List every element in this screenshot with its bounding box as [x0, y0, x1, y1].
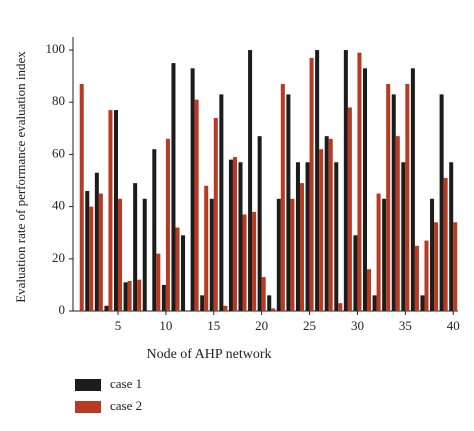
- bar: [434, 222, 439, 311]
- legend-label: case 2: [110, 398, 142, 413]
- bar: [261, 277, 266, 311]
- x-tick-label: 10: [159, 318, 172, 333]
- bar: [238, 162, 243, 311]
- bar: [334, 162, 339, 311]
- bar: [165, 138, 170, 311]
- bar: [104, 305, 109, 311]
- bar: [315, 50, 320, 312]
- legend-swatch: [75, 379, 101, 391]
- bar: [89, 206, 94, 311]
- bar: [362, 68, 368, 311]
- legend-swatch: [75, 401, 101, 413]
- x-tick-label: 15: [207, 318, 220, 333]
- bar: [181, 235, 186, 311]
- legend-label: case 1: [110, 376, 142, 391]
- bar: [257, 136, 262, 311]
- bar: [453, 222, 458, 311]
- bar: [156, 253, 161, 311]
- bar: [386, 83, 391, 311]
- bar: [443, 177, 448, 311]
- bar: [219, 94, 224, 312]
- bar: [449, 162, 454, 311]
- bar: [152, 149, 157, 311]
- bar: [123, 282, 128, 311]
- bar: [424, 240, 429, 311]
- bar: [401, 162, 406, 311]
- bar: [267, 295, 272, 311]
- bar: [171, 63, 176, 311]
- bar: [248, 50, 253, 312]
- bar: [343, 50, 348, 312]
- bar: [319, 149, 324, 311]
- bar: [242, 214, 247, 311]
- bar: [252, 211, 257, 311]
- bar: [190, 68, 195, 311]
- y-tick-label: 0: [59, 302, 66, 317]
- x-tick-label: 5: [115, 318, 122, 333]
- bar: [405, 83, 410, 311]
- bar: [137, 279, 142, 311]
- bar: [142, 198, 147, 311]
- x-tick-label: 40: [447, 318, 460, 333]
- bar: [113, 110, 119, 311]
- bar: [161, 284, 166, 311]
- bar: [324, 136, 329, 311]
- bar: [357, 52, 362, 312]
- bar: [228, 159, 233, 311]
- bar: [410, 68, 415, 311]
- y-tick-label: 100: [46, 41, 66, 56]
- bar: [376, 193, 381, 311]
- bar: [175, 227, 180, 311]
- bar: [118, 198, 123, 311]
- bar: [209, 198, 214, 311]
- bar: [133, 183, 138, 311]
- bar: [290, 198, 295, 311]
- x-tick-label: 30: [351, 318, 364, 333]
- bar: [372, 295, 377, 311]
- bar: [305, 162, 310, 311]
- x-tick-label: 20: [255, 318, 268, 333]
- bar: [108, 110, 113, 311]
- x-tick-label: 25: [303, 318, 316, 333]
- bar: [271, 308, 276, 311]
- y-axis-label: Evaluation rate of performance evaluatio…: [13, 51, 28, 303]
- bar: [223, 305, 228, 311]
- bar: [391, 94, 396, 312]
- bar: [382, 198, 387, 311]
- bar: [420, 295, 425, 311]
- bar: [85, 190, 90, 311]
- bar: [347, 107, 352, 311]
- bar: [430, 198, 435, 311]
- bar: [127, 280, 132, 311]
- bar: [94, 172, 99, 311]
- bar: [98, 193, 103, 311]
- bar: [328, 138, 333, 311]
- y-tick-label: 40: [52, 198, 65, 213]
- bar: [280, 83, 285, 311]
- x-axis-label: Node of AHP network: [146, 347, 271, 362]
- bar: [395, 136, 400, 311]
- bar: [353, 235, 358, 311]
- bar: [309, 57, 314, 311]
- bar: [79, 83, 84, 311]
- bar: [338, 303, 343, 311]
- bar: [439, 94, 444, 312]
- bar: [414, 245, 419, 311]
- y-tick-label: 60: [52, 145, 65, 160]
- bar: [295, 162, 300, 311]
- bar: [367, 269, 372, 311]
- bar: [276, 198, 281, 311]
- bar: [194, 99, 199, 311]
- bar: [213, 117, 218, 312]
- y-tick-label: 80: [52, 93, 65, 108]
- bar: [200, 295, 205, 311]
- bar: [299, 183, 304, 311]
- x-tick-label: 35: [399, 318, 412, 333]
- bar: [286, 94, 291, 312]
- bar: [232, 157, 237, 311]
- y-tick-label: 20: [52, 250, 65, 265]
- bar: [204, 185, 209, 311]
